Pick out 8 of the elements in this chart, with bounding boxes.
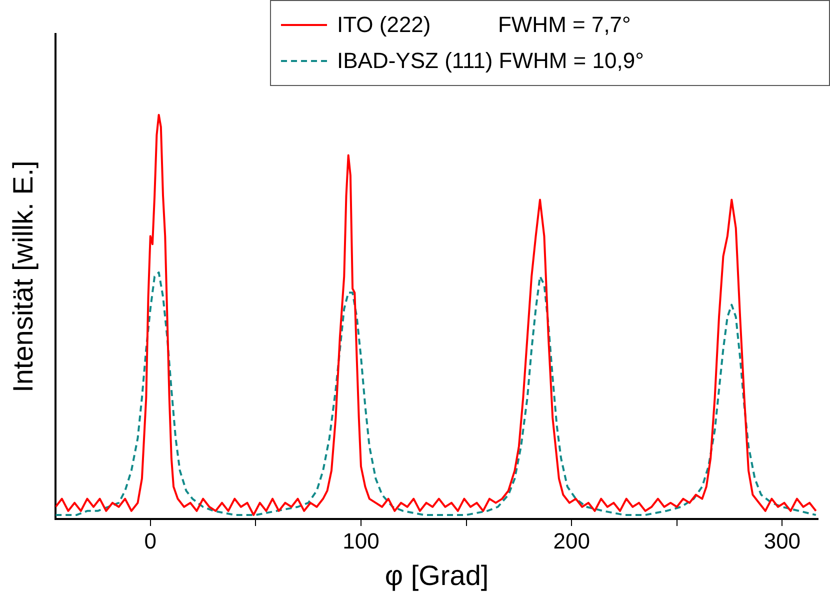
x-tick-label: 100 — [342, 528, 380, 554]
x-axis-title: φ [Grad] — [384, 560, 489, 591]
x-tick-label: 200 — [553, 528, 590, 554]
x-tick-label: 300 — [764, 528, 801, 554]
y-axis-title: Intensität [willk. E.] — [8, 160, 39, 392]
legend-label: ITO (222) FWHM = 7,7° — [337, 12, 631, 38]
x-tick-label: 0 — [144, 528, 156, 554]
legend-label: IBAD-YSZ (111) FWHM = 10,9° — [337, 48, 644, 74]
